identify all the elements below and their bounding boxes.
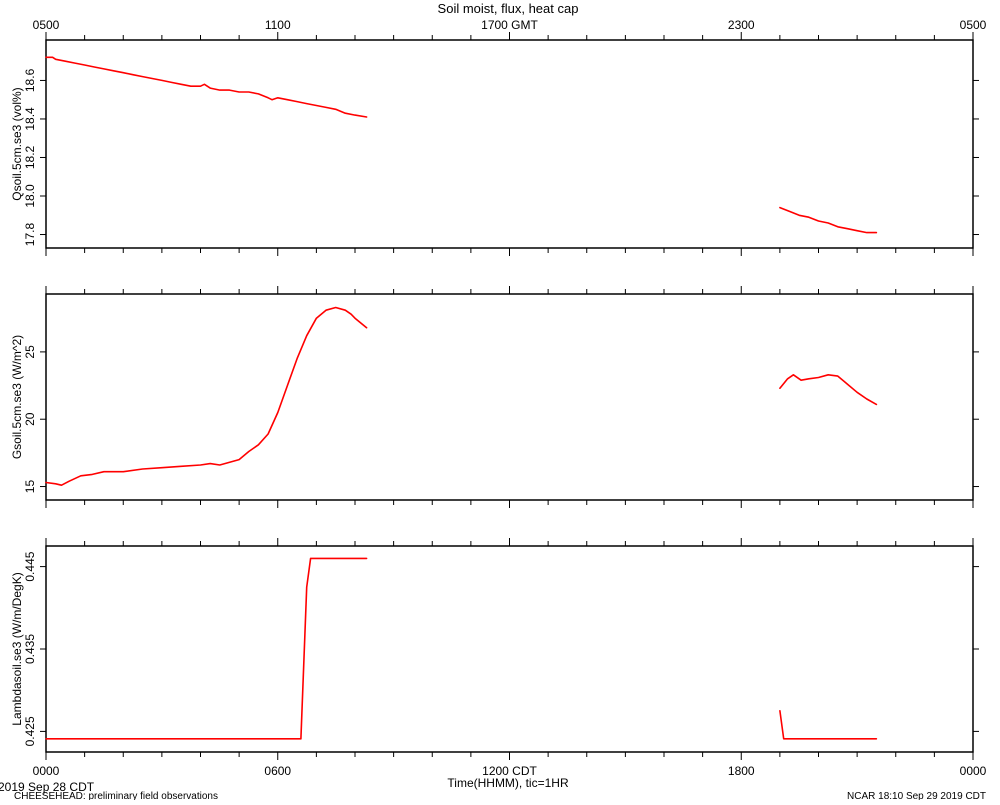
top-axis-tick-label: 1700 GMT: [481, 18, 538, 32]
y-tick-label: 18.6: [23, 68, 37, 92]
y-tick-label: 18.0: [23, 184, 37, 208]
series-line-segment-1: [45, 557, 368, 740]
y-axis-label: Lambdasoil.se3 (W/m/DegK): [10, 572, 24, 725]
date-label: 2019 Sep 28 CDT: [0, 780, 95, 794]
top-axis-tick-label: 0500: [960, 18, 987, 32]
bottom-axis-tick-label: 0600: [264, 764, 291, 778]
plot-frame: [45, 293, 974, 501]
series-line-segment-1: [45, 56, 368, 118]
bottom-axis-tick-label: 1800: [728, 764, 755, 778]
plot-frame: [45, 39, 974, 249]
plot-frame: [45, 545, 974, 753]
x-axis-label: Time(HHMM), tic=1HR: [447, 776, 569, 790]
y-tick-label: 18.2: [23, 145, 37, 169]
figure-title: Soil moist, flux, heat cap: [438, 1, 579, 16]
footer-right: NCAR 18:10 Sep 29 2019 CDT: [847, 791, 986, 800]
series-line-segment-1: [45, 306, 368, 487]
series-line-segment-2: [779, 709, 878, 740]
y-tick-label: 20: [23, 412, 37, 426]
y-tick-label: 15: [23, 480, 37, 494]
y-tick-label: 18.4: [23, 107, 37, 131]
y-tick-label: 25: [23, 345, 37, 359]
bottom-axis-tick-label: 0000: [960, 764, 987, 778]
y-axis-label: Gsoil.5cm.se3 (W/m^2): [10, 335, 24, 459]
series-line-segment-2: [779, 206, 878, 234]
y-tick-label: 0.425: [23, 716, 37, 746]
y-tick-label: 0.435: [23, 634, 37, 664]
y-tick-label: 0.445: [23, 551, 37, 581]
bottom-axis-tick-label: 0000: [33, 764, 60, 778]
bottom-axis-tick-label: 1200 CDT: [482, 764, 537, 778]
top-axis-tick-label: 1100: [265, 18, 291, 32]
footer-left: CHEESEHEAD: preliminary field observatio…: [14, 791, 218, 800]
y-axis-label: Qsoil.5cm.se3 (vol%): [10, 87, 24, 200]
top-axis-tick-label: 0500: [33, 18, 60, 32]
y-tick-label: 17.8: [23, 223, 37, 247]
series-line-segment-2: [779, 373, 878, 406]
top-axis-tick-label: 2300: [728, 18, 755, 32]
